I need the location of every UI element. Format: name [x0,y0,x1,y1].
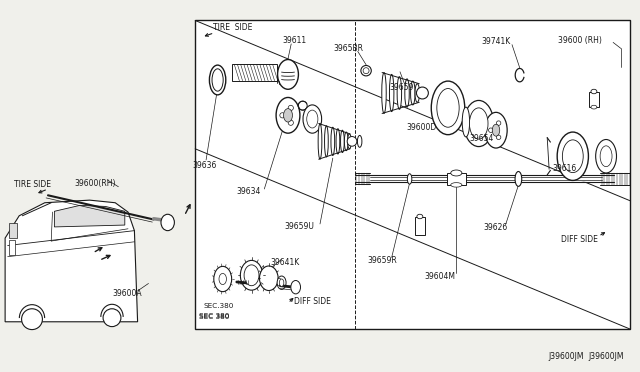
Ellipse shape [464,100,493,147]
Ellipse shape [596,140,616,173]
Text: 3965BR: 3965BR [334,44,364,53]
Text: SEC.380: SEC.380 [204,303,234,309]
Ellipse shape [600,146,612,167]
Ellipse shape [241,260,262,290]
Ellipse shape [563,140,583,173]
Ellipse shape [417,214,423,219]
Ellipse shape [22,309,42,330]
Ellipse shape [497,121,501,125]
Ellipse shape [462,107,470,137]
Text: 39616: 39616 [552,164,577,173]
Ellipse shape [557,132,588,180]
Text: DIFF SIDE: DIFF SIDE [561,235,598,244]
Ellipse shape [280,279,284,286]
Ellipse shape [363,68,369,74]
Ellipse shape [405,79,409,107]
Ellipse shape [591,89,597,94]
Text: SEC 380: SEC 380 [199,314,230,320]
Bar [195,20,630,329]
Ellipse shape [437,89,459,127]
Ellipse shape [361,65,371,76]
Text: 39600A: 39600A [112,289,141,298]
Polygon shape [5,200,138,322]
Text: 39741K: 39741K [481,37,511,46]
Ellipse shape [492,124,500,136]
Text: 39626: 39626 [484,223,508,232]
Text: SEC 380: SEC 380 [199,313,230,319]
Bar [9,240,15,255]
Ellipse shape [103,309,121,327]
Ellipse shape [515,171,522,186]
Bar [355,20,630,329]
Ellipse shape [212,69,223,91]
Text: 39600 (RH): 39600 (RH) [557,36,602,45]
Ellipse shape [451,170,462,176]
Ellipse shape [303,105,322,133]
Text: 39604M: 39604M [425,272,456,280]
Polygon shape [54,205,125,227]
Ellipse shape [382,73,386,113]
Ellipse shape [469,108,488,139]
Ellipse shape [431,81,465,135]
Text: 39611: 39611 [282,36,307,45]
Ellipse shape [408,174,412,184]
Ellipse shape [278,60,298,89]
Ellipse shape [417,87,428,99]
Ellipse shape [280,113,285,118]
Ellipse shape [488,128,493,132]
Ellipse shape [397,77,401,109]
Ellipse shape [347,137,357,146]
Ellipse shape [591,105,597,109]
Ellipse shape [288,120,293,125]
Ellipse shape [288,105,293,110]
Ellipse shape [497,135,501,140]
Text: 39600D: 39600D [406,123,436,132]
Ellipse shape [209,65,226,95]
Ellipse shape [411,81,415,105]
Text: 39659U: 39659U [285,222,314,231]
Ellipse shape [451,183,462,187]
Ellipse shape [277,276,286,289]
Text: J39600JM: J39600JM [548,352,584,361]
Text: TIRE  SIDE: TIRE SIDE [213,23,253,32]
Ellipse shape [485,112,507,148]
Polygon shape [232,64,277,81]
Text: 39659R: 39659R [368,256,397,265]
Ellipse shape [348,134,351,149]
Ellipse shape [358,135,362,147]
Ellipse shape [214,266,232,292]
Text: J39600JM: J39600JM [589,352,624,361]
Ellipse shape [340,130,344,153]
Bar [447,173,466,185]
Ellipse shape [336,129,340,154]
Text: 39659: 39659 [390,83,414,92]
Text: 39636: 39636 [193,161,217,170]
Text: DIFF SIDE: DIFF SIDE [294,297,331,306]
Text: 39641K: 39641K [270,258,300,267]
Ellipse shape [276,97,300,133]
Ellipse shape [259,266,278,291]
Ellipse shape [331,127,335,155]
Bar [589,92,599,107]
Ellipse shape [318,124,322,159]
Ellipse shape [219,273,227,285]
Ellipse shape [307,110,318,128]
Ellipse shape [244,265,259,286]
Text: 39654: 39654 [469,134,493,143]
Text: TIRE SIDE: TIRE SIDE [14,180,51,189]
Bar [9,223,17,238]
Text: 39600(RH): 39600(RH) [74,179,115,187]
Ellipse shape [284,109,292,122]
Text: 39634: 39634 [236,187,260,196]
Ellipse shape [161,214,174,231]
Ellipse shape [415,84,419,102]
Ellipse shape [390,74,394,112]
Bar [415,217,425,235]
Ellipse shape [324,126,328,157]
Ellipse shape [291,280,301,294]
Ellipse shape [344,132,348,151]
